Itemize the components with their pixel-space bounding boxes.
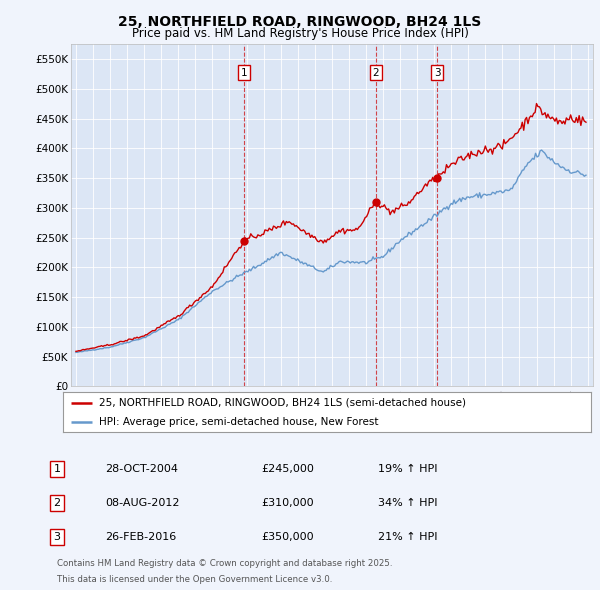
- Text: 1: 1: [53, 464, 61, 474]
- Text: 2: 2: [373, 68, 379, 78]
- Text: 19% ↑ HPI: 19% ↑ HPI: [378, 464, 437, 474]
- Text: Price paid vs. HM Land Registry's House Price Index (HPI): Price paid vs. HM Land Registry's House …: [131, 27, 469, 40]
- Text: 25, NORTHFIELD ROAD, RINGWOOD, BH24 1LS: 25, NORTHFIELD ROAD, RINGWOOD, BH24 1LS: [118, 15, 482, 29]
- Text: 3: 3: [434, 68, 440, 78]
- Text: 26-FEB-2016: 26-FEB-2016: [105, 532, 176, 542]
- Text: 34% ↑ HPI: 34% ↑ HPI: [378, 498, 437, 507]
- Text: This data is licensed under the Open Government Licence v3.0.: This data is licensed under the Open Gov…: [57, 575, 332, 584]
- Text: £350,000: £350,000: [261, 532, 314, 542]
- Text: 2: 2: [53, 498, 61, 507]
- Text: 1: 1: [241, 68, 247, 78]
- Text: Contains HM Land Registry data © Crown copyright and database right 2025.: Contains HM Land Registry data © Crown c…: [57, 559, 392, 568]
- Text: 08-AUG-2012: 08-AUG-2012: [105, 498, 179, 507]
- Text: £310,000: £310,000: [261, 498, 314, 507]
- Text: 21% ↑ HPI: 21% ↑ HPI: [378, 532, 437, 542]
- Text: 25, NORTHFIELD ROAD, RINGWOOD, BH24 1LS (semi-detached house): 25, NORTHFIELD ROAD, RINGWOOD, BH24 1LS …: [99, 398, 466, 408]
- Text: 3: 3: [53, 532, 61, 542]
- Text: £245,000: £245,000: [261, 464, 314, 474]
- Text: 28-OCT-2004: 28-OCT-2004: [105, 464, 178, 474]
- Text: HPI: Average price, semi-detached house, New Forest: HPI: Average price, semi-detached house,…: [99, 417, 379, 427]
